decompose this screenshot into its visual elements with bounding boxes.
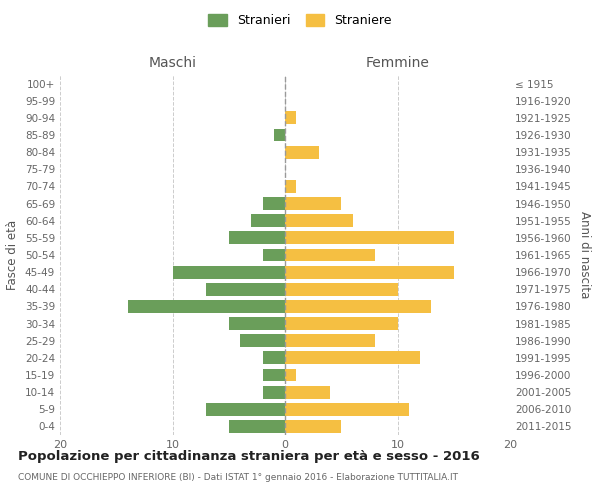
Bar [229, 232, 285, 244]
Bar [285, 386, 330, 398]
Bar [285, 352, 420, 364]
Bar [206, 403, 285, 415]
Bar [285, 317, 398, 330]
Bar [274, 128, 285, 141]
Text: Femmine: Femmine [365, 56, 430, 70]
Bar [263, 352, 285, 364]
Bar [285, 180, 296, 193]
Text: COMUNE DI OCCHIEPPO INFERIORE (BI) - Dati ISTAT 1° gennaio 2016 - Elaborazione T: COMUNE DI OCCHIEPPO INFERIORE (BI) - Dat… [18, 472, 458, 482]
Bar [285, 334, 375, 347]
Bar [173, 266, 285, 278]
Text: Maschi: Maschi [149, 56, 197, 70]
Bar [263, 197, 285, 210]
Bar [285, 248, 375, 262]
Bar [263, 248, 285, 262]
Bar [229, 317, 285, 330]
Text: Popolazione per cittadinanza straniera per età e sesso - 2016: Popolazione per cittadinanza straniera p… [18, 450, 480, 463]
Bar [285, 300, 431, 313]
Y-axis label: Anni di nascita: Anni di nascita [578, 212, 591, 298]
Bar [285, 266, 454, 278]
Bar [285, 420, 341, 433]
Bar [240, 334, 285, 347]
Bar [128, 300, 285, 313]
Bar [285, 403, 409, 415]
Bar [285, 146, 319, 158]
Y-axis label: Fasce di età: Fasce di età [7, 220, 19, 290]
Bar [229, 420, 285, 433]
Bar [285, 368, 296, 382]
Bar [285, 232, 454, 244]
Legend: Stranieri, Straniere: Stranieri, Straniere [208, 14, 392, 27]
Bar [206, 283, 285, 296]
Bar [251, 214, 285, 227]
Bar [285, 112, 296, 124]
Bar [285, 283, 398, 296]
Bar [285, 214, 353, 227]
Bar [285, 197, 341, 210]
Bar [263, 386, 285, 398]
Bar [263, 368, 285, 382]
